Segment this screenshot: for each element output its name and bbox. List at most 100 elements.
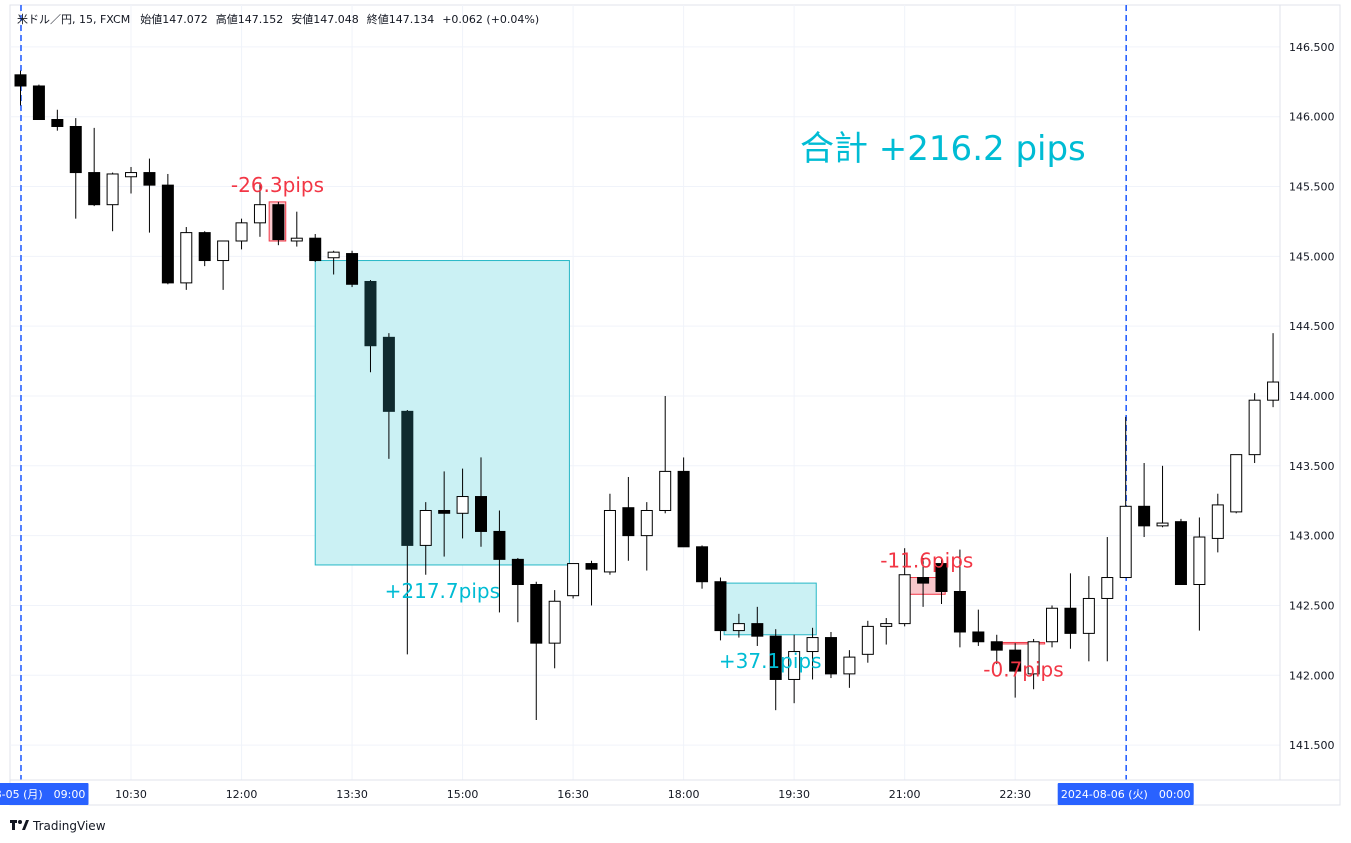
candle-body bbox=[732, 623, 745, 632]
low-value: 安値147.048 bbox=[291, 12, 359, 26]
bear-candle bbox=[364, 280, 377, 373]
candle-body bbox=[659, 470, 672, 511]
bull-candle bbox=[253, 182, 266, 237]
candle-body bbox=[125, 172, 138, 178]
bear-candle bbox=[69, 118, 82, 219]
bear-candle bbox=[622, 476, 635, 561]
bear-candle bbox=[438, 471, 451, 557]
candle-body bbox=[327, 251, 340, 259]
bull-candle bbox=[1211, 493, 1224, 553]
bull-candle bbox=[548, 590, 561, 669]
candle-body bbox=[1174, 521, 1187, 586]
bear-candle bbox=[917, 557, 930, 607]
candle-body bbox=[456, 496, 469, 514]
bull-candle bbox=[419, 502, 432, 575]
time-tick-label: 18:00 bbox=[668, 788, 700, 801]
bear-candle bbox=[32, 84, 45, 121]
bull-candle bbox=[327, 250, 340, 275]
bull-candle bbox=[1248, 393, 1261, 464]
price-axis[interactable]: 146.500 146.000 145.500 145.000 144.500 144.0… bbox=[1289, 41, 1335, 752]
bear-candle bbox=[751, 606, 764, 646]
time-axis-date-badge bbox=[0, 783, 89, 805]
candle-body bbox=[1267, 381, 1280, 401]
candle-body bbox=[861, 625, 874, 655]
candle-body bbox=[751, 623, 764, 637]
bull-candle bbox=[290, 211, 303, 247]
time-tick-label: 12:00 bbox=[226, 788, 258, 801]
bear-candle bbox=[696, 545, 709, 589]
bear-candle bbox=[51, 109, 64, 131]
trade-pips-label: +217.7pips bbox=[385, 579, 500, 603]
candle-body bbox=[1211, 504, 1224, 539]
candle-body bbox=[475, 496, 487, 532]
candle-body bbox=[346, 253, 359, 285]
bull-candle bbox=[880, 618, 893, 645]
bull-candle bbox=[125, 166, 138, 194]
candle-body bbox=[953, 590, 966, 633]
bear-candle bbox=[161, 173, 174, 285]
candle-body bbox=[640, 509, 653, 537]
time-axis[interactable]: 2024-08-05 (月) 09:00 10:30 12:00 13:30 15:00… bbox=[0, 783, 1194, 805]
bull-candle bbox=[898, 548, 911, 627]
bear-candle bbox=[143, 158, 156, 233]
bull-candle bbox=[1267, 333, 1280, 408]
candle-body bbox=[143, 172, 156, 186]
candle-body bbox=[530, 584, 543, 644]
price-tick-label: 145.000 bbox=[1289, 250, 1335, 263]
price-tick-label: 144.500 bbox=[1289, 320, 1335, 333]
tradingview-logo-icon bbox=[10, 820, 29, 830]
time-tick-label: 19:30 bbox=[778, 788, 810, 801]
candle-body bbox=[1119, 505, 1132, 579]
candle-body bbox=[1009, 649, 1022, 672]
candle-body bbox=[1248, 399, 1261, 456]
candle-body bbox=[567, 563, 580, 597]
bear-candle bbox=[953, 549, 966, 648]
bull-candle bbox=[603, 493, 616, 575]
bear-candle bbox=[990, 634, 1003, 665]
candle-body bbox=[364, 280, 377, 347]
candle-body bbox=[677, 470, 690, 548]
bull-candle bbox=[1230, 454, 1243, 514]
candle-body bbox=[990, 641, 1003, 651]
candle-body bbox=[1064, 607, 1077, 634]
bear-candle bbox=[14, 70, 27, 106]
candle-body bbox=[14, 74, 27, 87]
price-tick-label: 142.500 bbox=[1289, 599, 1335, 612]
bear-candle bbox=[1174, 518, 1187, 586]
tradingview-logo[interactable]: TradingView bbox=[10, 819, 106, 833]
candle-body bbox=[401, 410, 414, 546]
time-axis-date-badge bbox=[1057, 783, 1194, 805]
chart-frame bbox=[9, 4, 1341, 806]
candle-body bbox=[788, 651, 801, 680]
candle-body bbox=[51, 119, 64, 127]
bear-candle bbox=[88, 127, 101, 207]
bear-candle bbox=[1009, 643, 1022, 698]
time-tick-label: 2024-08-05 (月) 09:00 bbox=[0, 788, 85, 801]
candle-body bbox=[198, 232, 211, 262]
bear-candle bbox=[1138, 463, 1151, 538]
candle-body bbox=[272, 204, 285, 241]
candle-body bbox=[1101, 577, 1114, 599]
time-tick-label: 16:30 bbox=[557, 788, 589, 801]
candle-body bbox=[843, 656, 856, 675]
change-value: +0.062 (+0.04%) bbox=[442, 13, 539, 26]
bull-candle bbox=[1027, 638, 1040, 690]
time-tick-label: 10:30 bbox=[115, 788, 147, 801]
time-tick-label: 22:30 bbox=[999, 788, 1031, 801]
candle-body bbox=[972, 631, 985, 643]
candle-body bbox=[917, 577, 930, 584]
bear-candle bbox=[272, 201, 285, 246]
price-tick-label: 143.500 bbox=[1289, 460, 1335, 473]
candle-body bbox=[714, 581, 727, 632]
bull-candle bbox=[1193, 517, 1206, 631]
time-tick-label: 15:00 bbox=[447, 788, 479, 801]
legend-header: 米ドル／円, 15, FXCM 始値147.072 高値147.152 安値147.0… bbox=[17, 12, 539, 26]
bull-candle bbox=[106, 172, 119, 232]
price-tick-label: 146.500 bbox=[1289, 41, 1335, 54]
bull-candle bbox=[235, 218, 248, 250]
candle-body bbox=[69, 125, 82, 174]
bull-candle bbox=[1082, 576, 1095, 662]
trade-labels: -26.3pips +217.7pips +37.1pips -11.6pips -0.… bbox=[231, 173, 1064, 682]
